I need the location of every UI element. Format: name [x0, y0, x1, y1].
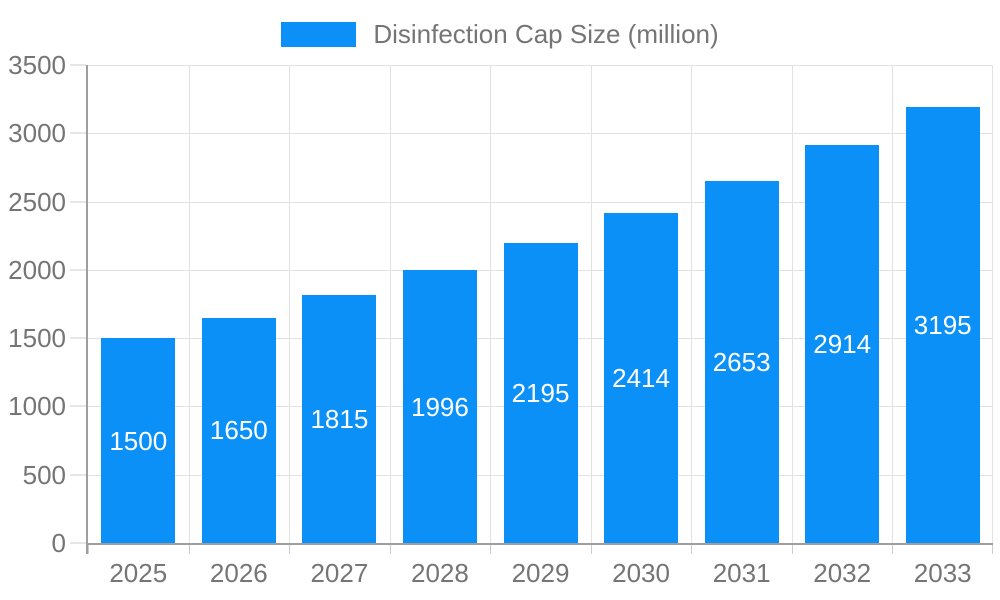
y-axis-line-extension: [86, 545, 88, 554]
bar-value-label: 1500: [109, 425, 168, 456]
y-axis-tick: [70, 269, 86, 271]
x-axis-tick: [992, 545, 993, 554]
y-axis-tick-label: 0: [51, 528, 66, 558]
x-axis-tick-label: 2031: [712, 558, 771, 588]
y-axis-tick: [70, 542, 86, 544]
y-axis-tick-label: 2000: [8, 254, 66, 285]
v-gridline: [892, 65, 894, 543]
x-axis-tick-label: 2027: [310, 558, 369, 588]
v-gridline: [490, 65, 492, 543]
legend-swatch: [281, 21, 357, 47]
x-axis-tick-label: 2026: [209, 558, 268, 588]
y-axis-labels: 0 500 1000 1500 2000 2500 3000 3500: [0, 52, 66, 556]
x-axis-tick-label: 2029: [511, 558, 570, 588]
x-axis-tick: [490, 545, 492, 554]
x-axis-tick-label: 2032: [813, 558, 872, 588]
x-axis-tick: [88, 545, 89, 554]
bar: 1815: [302, 295, 377, 543]
x-axis-tick: [691, 545, 693, 554]
x-axis-tick: [590, 545, 592, 554]
x-axis-ticks: [88, 545, 993, 554]
y-axis-tick-label: 3500: [8, 50, 66, 80]
legend: Disinfection Cap Size (million): [0, 14, 1000, 54]
x-axis-tick-label: 2028: [411, 558, 469, 588]
bar: 2414: [604, 213, 679, 543]
x-axis-tick-label: 2033: [913, 558, 972, 588]
y-axis-ticks: [70, 64, 86, 544]
x-axis-tick: [289, 545, 291, 554]
y-axis-tick: [70, 474, 86, 476]
y-axis-tick-label: 1500: [8, 323, 66, 354]
plot-area: 1500 1650 1815 1996 2195 2414 2653 2914 3195: [86, 65, 993, 545]
y-axis-tick-label: 3000: [8, 118, 66, 149]
bar: 2653: [704, 180, 779, 543]
h-gridline: [88, 201, 993, 203]
bar: 2914: [805, 145, 880, 543]
v-gridline: [188, 65, 190, 543]
bar: 1650: [201, 317, 276, 543]
legend-label: Disinfection Cap Size (million): [373, 19, 719, 49]
bar-value-label: 1996: [411, 391, 469, 422]
y-axis-tick: [70, 201, 86, 203]
y-axis-tick-label: 1000: [8, 391, 66, 422]
y-axis-tick-label: 500: [22, 459, 66, 490]
x-axis-tick-label: 2025: [109, 558, 168, 588]
x-axis-tick: [389, 545, 391, 554]
bar-value-label: 2653: [712, 346, 771, 377]
y-axis-tick-label: 2500: [8, 186, 66, 217]
v-gridline: [992, 65, 993, 543]
v-gridline: [289, 65, 291, 543]
x-axis-tick: [791, 545, 793, 554]
bar: 1500: [101, 338, 176, 543]
y-axis-tick: [70, 64, 86, 66]
bar-value-label: 3195: [913, 309, 972, 340]
h-gridline: [88, 65, 993, 66]
v-gridline: [791, 65, 793, 543]
x-axis-tick: [188, 545, 190, 554]
bar-value-label: 2195: [511, 378, 570, 409]
y-axis-tick: [70, 132, 86, 134]
v-gridline: [691, 65, 693, 543]
bar-value-label: 1650: [209, 415, 268, 446]
y-axis-tick: [70, 337, 86, 339]
x-axis-tick: [892, 545, 894, 554]
bar: 3195: [905, 106, 980, 543]
h-gridline: [88, 133, 993, 135]
bar-value-label: 2414: [612, 363, 670, 394]
x-axis-tick-label: 2030: [612, 558, 670, 588]
bar: 2195: [503, 243, 578, 543]
v-gridline: [590, 65, 592, 543]
x-axis-labels: 2025 2026 2027 2028 2029 2030 2031 2032 2033: [88, 558, 993, 588]
bar: 1996: [402, 270, 477, 543]
y-axis-tick: [70, 405, 86, 407]
v-gridline: [389, 65, 391, 543]
bar-value-label: 1815: [310, 404, 369, 435]
bar-value-label: 2914: [813, 329, 872, 360]
